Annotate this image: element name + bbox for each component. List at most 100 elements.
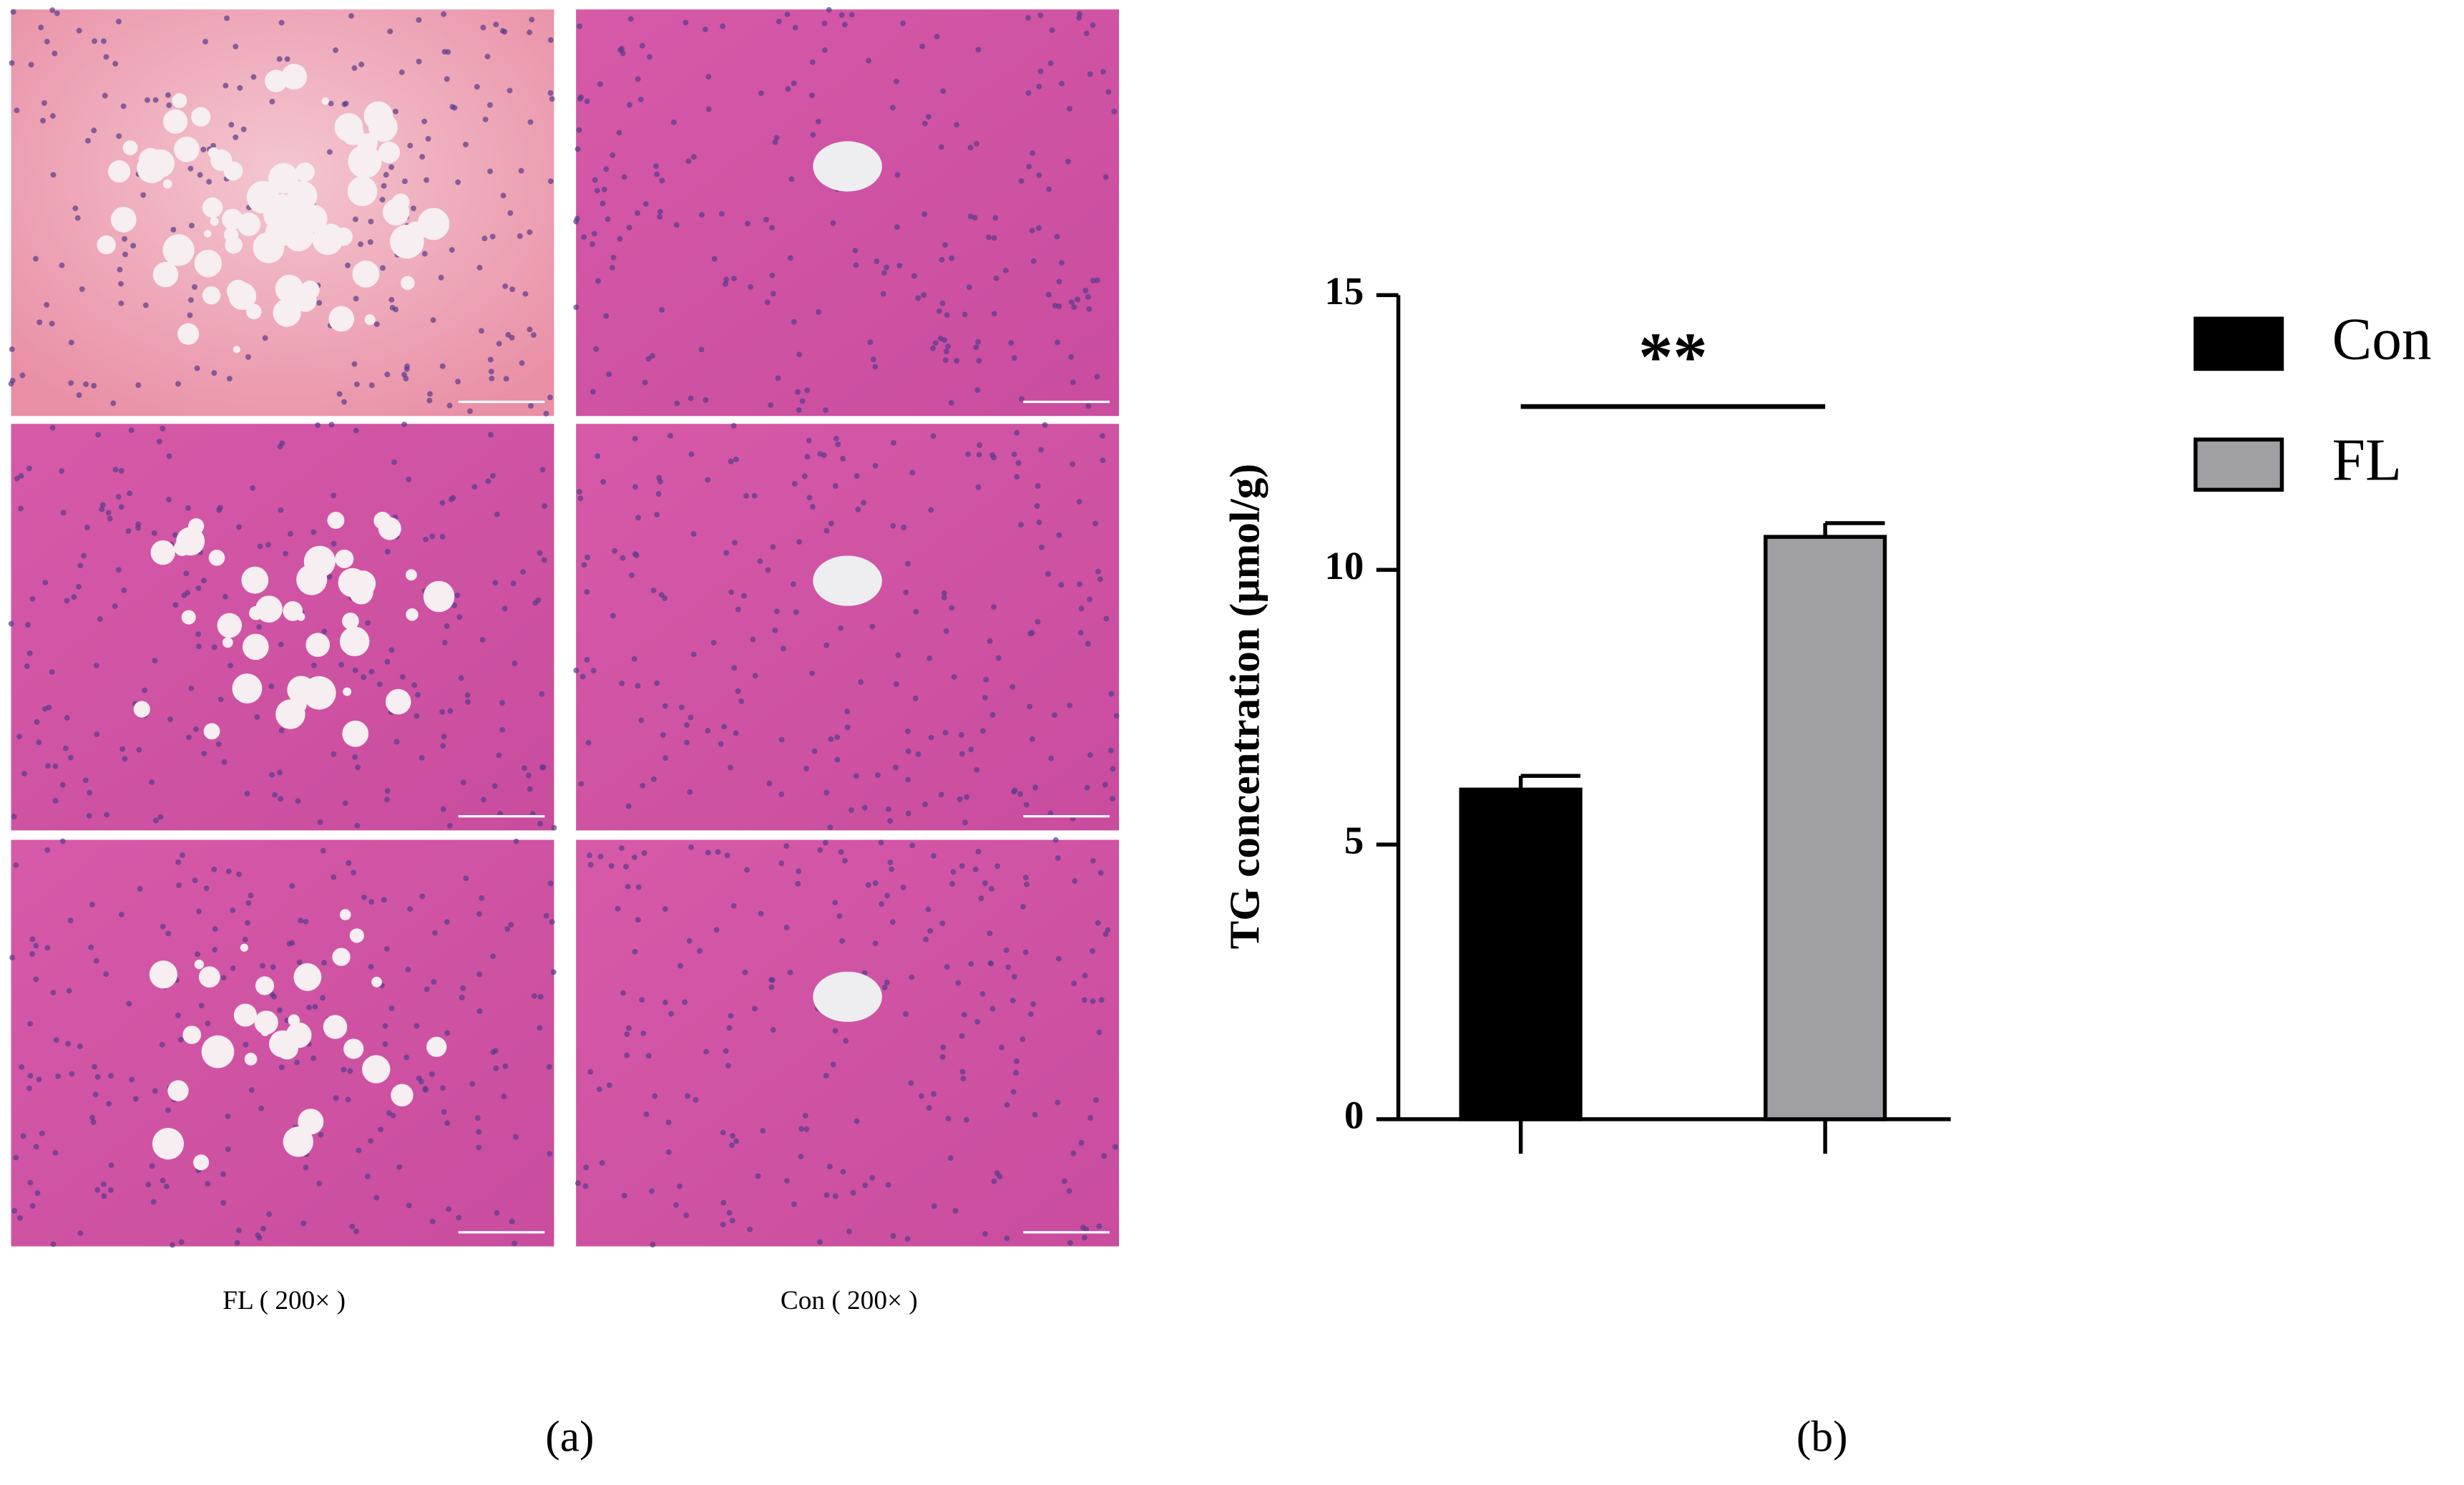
nucleus	[384, 548, 391, 555]
nucleus	[1071, 980, 1077, 987]
nucleus	[1004, 1235, 1010, 1242]
vacuole	[177, 323, 200, 345]
nucleus	[320, 995, 326, 1001]
nucleus	[343, 100, 349, 107]
micrograph-bg	[576, 839, 1120, 1247]
nucleus	[527, 326, 533, 333]
nucleus	[20, 1133, 26, 1139]
nucleus	[728, 458, 734, 464]
nucleus	[55, 1073, 62, 1079]
vacuole	[385, 688, 411, 715]
nucleus	[440, 806, 446, 812]
nucleus	[752, 673, 758, 679]
nucleus	[389, 305, 396, 311]
nucleus	[295, 798, 301, 804]
nucleus	[1011, 973, 1017, 980]
nucleus	[904, 1236, 911, 1242]
nucleus	[1067, 702, 1073, 709]
nucleus	[979, 728, 986, 734]
nucleus	[1065, 158, 1071, 165]
nucleus	[900, 885, 906, 891]
nucleus	[439, 363, 446, 369]
nucleus	[798, 1126, 805, 1132]
vacuole	[298, 75, 307, 84]
nucleus	[750, 636, 756, 643]
nucleus	[1097, 576, 1103, 583]
nucleus	[927, 927, 934, 934]
nucleus	[584, 656, 590, 663]
nucleus	[479, 895, 485, 901]
nucleus	[494, 1209, 500, 1216]
nucleus	[326, 573, 333, 580]
nucleus	[804, 454, 811, 460]
nucleus	[265, 542, 272, 548]
nucleus	[77, 563, 84, 569]
nucleus	[211, 644, 217, 651]
vacuole	[363, 101, 393, 131]
nucleus	[380, 265, 386, 271]
nucleus	[955, 980, 962, 986]
nucleus	[444, 919, 450, 925]
nucleus	[236, 871, 243, 877]
nucleus	[196, 908, 202, 915]
nucleus	[652, 1093, 658, 1099]
nucleus	[494, 511, 500, 517]
nucleus	[809, 92, 815, 99]
vacuole	[378, 141, 401, 164]
nucleus	[550, 969, 557, 975]
nucleus	[537, 550, 543, 556]
nucleus	[29, 951, 35, 957]
micrograph	[575, 837, 1120, 1248]
nucleus	[226, 376, 233, 382]
nucleus	[834, 756, 841, 763]
nucleus	[1075, 296, 1081, 303]
nucleus	[836, 913, 843, 920]
nucleus	[19, 1063, 25, 1070]
nucleus	[44, 301, 50, 308]
nucleus	[787, 969, 793, 975]
nucleus	[663, 755, 669, 761]
nucleus	[41, 99, 47, 106]
nucleus	[702, 26, 708, 33]
nucleus	[481, 235, 488, 242]
nucleus	[378, 1126, 383, 1133]
nucleus	[909, 974, 915, 980]
nucleus	[801, 473, 808, 479]
nucleus	[464, 698, 471, 705]
nucleus	[697, 948, 703, 954]
nucleus	[606, 1082, 612, 1089]
nucleus	[921, 211, 927, 218]
nucleus	[861, 804, 868, 811]
nucleus	[438, 274, 444, 281]
nucleus	[488, 432, 494, 438]
nucleus	[626, 102, 632, 108]
nucleus	[233, 134, 239, 140]
nucleus	[591, 230, 597, 237]
nucleus	[429, 533, 436, 540]
nucleus	[476, 971, 483, 978]
nucleus	[1087, 71, 1093, 77]
nucleus	[64, 598, 70, 604]
nucleus	[347, 1068, 353, 1074]
nucleus	[59, 262, 65, 268]
nucleus	[972, 215, 978, 221]
y-tick-label: 0	[1344, 1094, 1364, 1137]
nucleus	[1030, 258, 1037, 264]
nucleus	[91, 127, 97, 134]
panel-label: (b)	[1796, 1413, 1848, 1461]
nucleus	[356, 1147, 362, 1154]
nucleus	[1046, 186, 1052, 193]
nucleus	[353, 1228, 359, 1235]
nucleus	[654, 512, 660, 518]
nucleus	[635, 515, 642, 521]
vacuole	[342, 720, 369, 747]
nucleus	[683, 19, 689, 26]
nucleus	[573, 304, 580, 311]
nucleus	[192, 284, 197, 291]
vacuole	[188, 518, 205, 535]
nucleus	[1067, 1240, 1073, 1246]
nucleus	[142, 302, 149, 308]
nucleus	[835, 441, 841, 447]
nucleus	[489, 375, 495, 381]
nucleus	[573, 667, 580, 673]
